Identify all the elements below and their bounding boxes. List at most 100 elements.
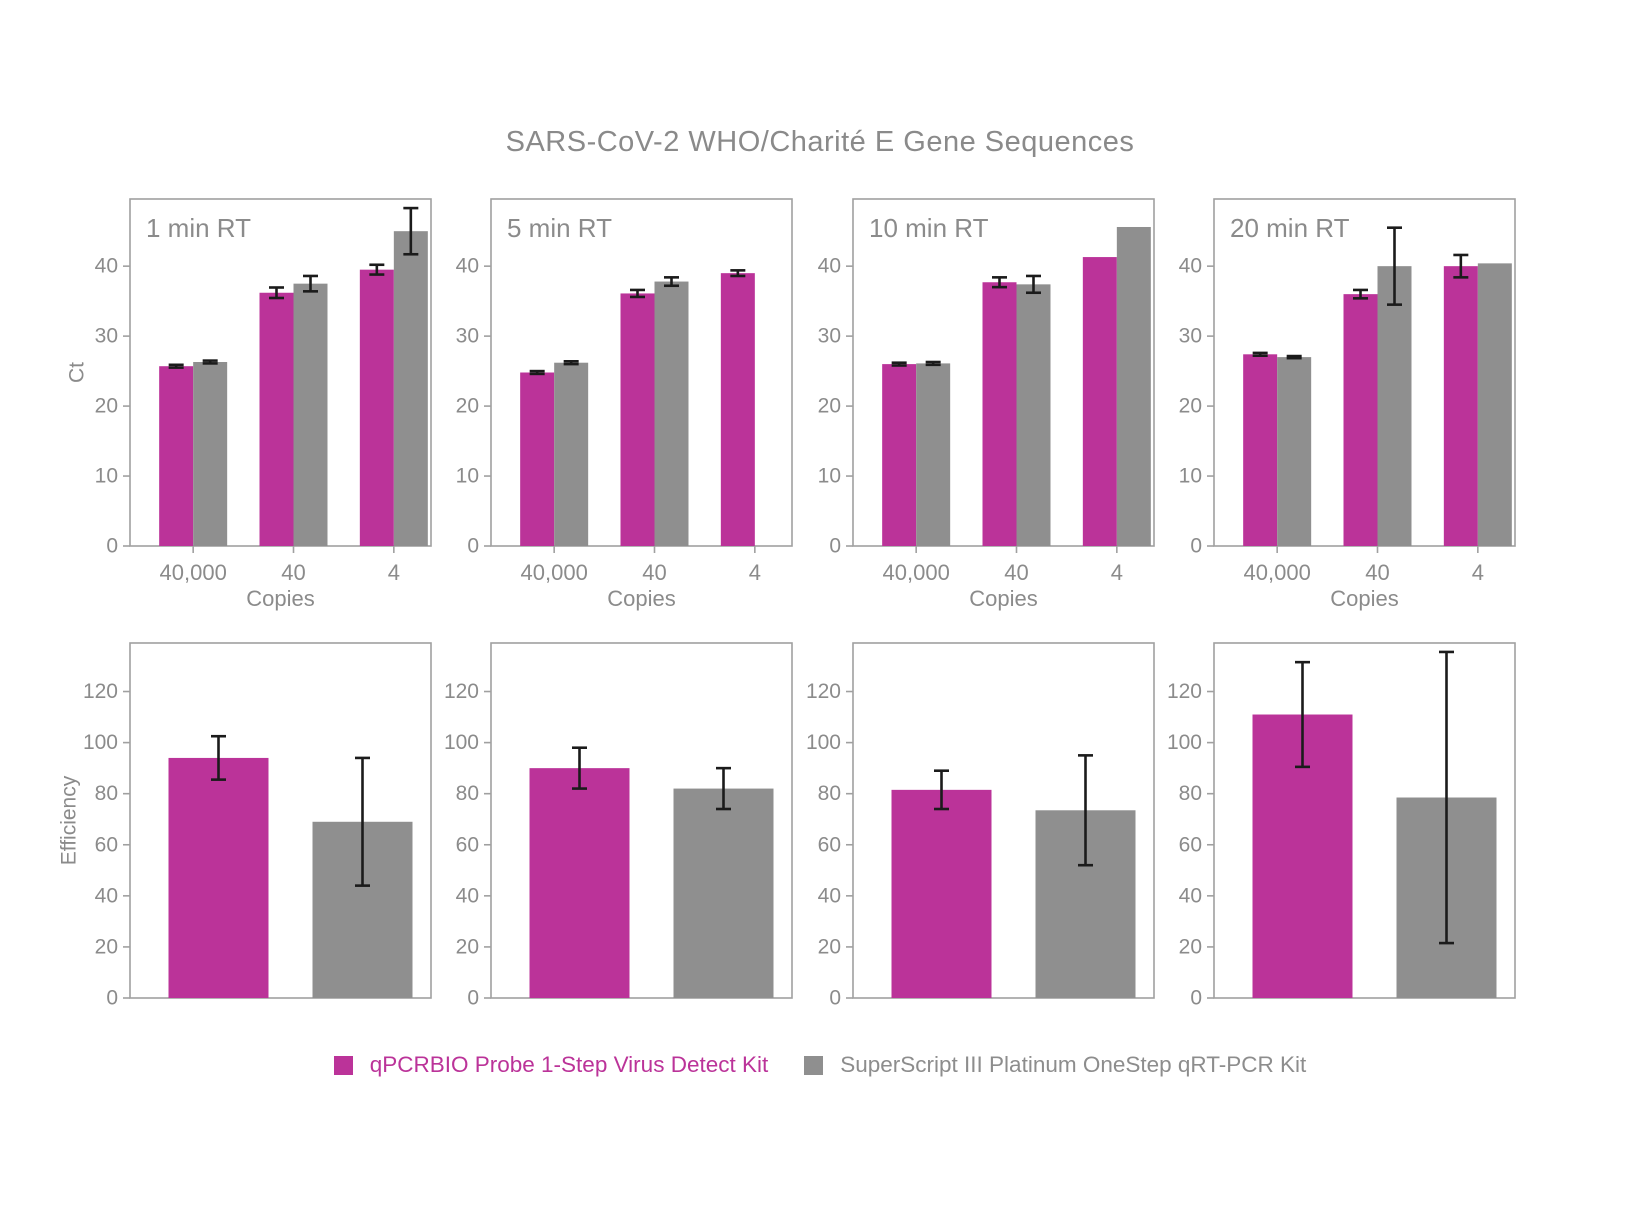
- x-tick-label: 40: [643, 560, 667, 585]
- y-tick-label: 60: [817, 833, 840, 856]
- bar-series1: [891, 789, 992, 998]
- y-tick-label: 80: [456, 782, 479, 805]
- bar-series2-group0: [193, 362, 228, 546]
- efficiency-chart-1-min-rt: 0 20 40 60 80 100 120 Efficiency: [58, 642, 433, 1010]
- bar-series2-group0: [1277, 357, 1312, 546]
- y-tick-label: 60: [1179, 833, 1202, 856]
- ct-chart-5-min-rt: 0 10 20 30 40 5 min RT 40,000 40 4 Copies: [433, 198, 794, 616]
- y-tick-label: 120: [1167, 680, 1202, 703]
- bar-series1-group1: [620, 293, 655, 546]
- ct-chart-10-min-rt: 0 10 20 30 40 10 min RT 40,000 40 4 Copies: [795, 198, 1156, 616]
- y-tick-label: 120: [83, 680, 118, 703]
- y-tick-label: 0: [1191, 535, 1203, 558]
- bar-series1-group0: [881, 364, 916, 546]
- y-tick-label: 100: [806, 731, 841, 754]
- bar-series2-group2: [1116, 226, 1151, 546]
- efficiency-chart-5-min-rt: 0 20 40 60 80 100 120: [433, 642, 794, 1010]
- bar-series2: [673, 788, 774, 998]
- efficiency-chart-10-min-rt-svg: 0 20 40 60 80 100 120: [806, 642, 1155, 1010]
- y-tick-label: 80: [817, 782, 840, 805]
- y-tick-label: 20: [817, 935, 840, 958]
- y-tick-label: 20: [456, 935, 479, 958]
- y-tick-label: 120: [806, 680, 841, 703]
- bar-series2-group1: [293, 283, 328, 546]
- legend-swatch-qpcrbio: [333, 1055, 353, 1075]
- bar-series2-group1: [1377, 266, 1412, 546]
- x-tick-label: 40: [281, 560, 305, 585]
- y-tick-label: 40: [95, 884, 118, 907]
- y-tick-label: 120: [444, 680, 479, 703]
- y-tick-label: 80: [1179, 782, 1202, 805]
- y-tick-label: 30: [1179, 325, 1202, 348]
- x-axis-title: Copies: [246, 586, 314, 611]
- panel-label: 20 min RT: [1230, 213, 1350, 243]
- efficiency-chart-10-min-rt: 0 20 40 60 80 100 120: [795, 642, 1156, 1010]
- y-tick-label: 100: [444, 731, 479, 754]
- y-tick-label: 60: [456, 833, 479, 856]
- x-axis-title: Copies: [1330, 586, 1398, 611]
- y-tick-label: 10: [1179, 465, 1202, 488]
- figure-title: SARS-CoV-2 WHO/Charité E Gene Sequences: [505, 126, 1135, 158]
- y-tick-label: 20: [817, 395, 840, 418]
- y-tick-label: 0: [468, 987, 480, 1010]
- bar-series1-group1: [1343, 294, 1378, 546]
- x-axis-title: Copies: [969, 586, 1037, 611]
- ct-chart-5-min-rt-svg: 0 10 20 30 40 5 min RT 40,000 40 4 Copies: [456, 198, 794, 611]
- y-tick-label: 0: [829, 535, 841, 558]
- panel-label: 5 min RT: [507, 213, 612, 243]
- legend-swatch-superscript: [804, 1055, 824, 1075]
- y-tick-label: 100: [83, 731, 118, 754]
- y-tick-label: 40: [817, 884, 840, 907]
- y-tick-label: 40: [95, 255, 118, 278]
- ct-chart-20-min-rt-svg: 0 10 20 30 40 20 min RT 40,000 40 4 Copies: [1179, 198, 1516, 611]
- y-tick-label: 40: [1179, 255, 1202, 278]
- x-tick-label: 40,000: [521, 560, 588, 585]
- bar-series2-group0: [554, 362, 589, 546]
- y-tick-label: 30: [456, 325, 479, 348]
- y-tick-label: 40: [456, 884, 479, 907]
- plot-frame: [129, 642, 432, 999]
- y-axis-title: Efficiency: [58, 775, 81, 865]
- bar-series1-group0: [520, 372, 555, 546]
- y-tick-label: 0: [106, 987, 118, 1010]
- bar-series1-group2: [721, 273, 756, 546]
- x-tick-label: 40,000: [1244, 560, 1311, 585]
- y-tick-label: 20: [1179, 935, 1202, 958]
- efficiency-chart-1-min-rt-svg: 0 20 40 60 80 100 120 Efficiency: [58, 642, 432, 1010]
- y-tick-label: 10: [817, 465, 840, 488]
- plot-frame: [851, 642, 1155, 999]
- ct-chart-1-min-rt-svg: 0 10 20 30 40 1 min RT Ct 40,000 40 4 Copies: [66, 198, 432, 611]
- bar-series2-group0: [915, 363, 950, 546]
- y-tick-label: 10: [456, 465, 479, 488]
- y-tick-label: 40: [1179, 884, 1202, 907]
- legend-item-superscript: SuperScript III Platinum OneStep qRT-PCR…: [804, 1052, 1306, 1078]
- x-tick-label: 40,000: [160, 560, 227, 585]
- bar-series1-group2: [1082, 257, 1117, 546]
- bar-series2-group1: [654, 281, 689, 546]
- y-tick-label: 0: [468, 535, 480, 558]
- y-tick-label: 0: [829, 987, 841, 1010]
- bar-series1: [529, 768, 630, 998]
- legend: qPCRBIO Probe 1-Step Virus Detect Kit Su…: [0, 1052, 1640, 1078]
- plot-frame: [1213, 642, 1516, 999]
- bar-series2-group2: [1478, 263, 1513, 546]
- y-tick-label: 80: [95, 782, 118, 805]
- panel-label: 10 min RT: [869, 213, 989, 243]
- y-tick-label: 20: [95, 395, 118, 418]
- y-tick-label: 100: [1167, 731, 1202, 754]
- x-tick-label: 4: [749, 560, 761, 585]
- bar-series1-group2: [359, 269, 394, 546]
- x-axis-title: Copies: [608, 586, 676, 611]
- efficiency-chart-20-min-rt-svg: 0 20 40 60 80 100 120: [1167, 642, 1516, 1010]
- x-tick-label: 4: [1472, 560, 1484, 585]
- x-tick-label: 40: [1365, 560, 1389, 585]
- legend-label-qpcrbio: qPCRBIO Probe 1-Step Virus Detect Kit: [369, 1052, 769, 1077]
- x-tick-label: 4: [1111, 560, 1123, 585]
- y-tick-label: 0: [1191, 987, 1203, 1010]
- legend-label-superscript: SuperScript III Platinum OneStep qRT-PCR…: [840, 1052, 1307, 1077]
- y-tick-label: 30: [95, 325, 118, 348]
- bar-series1-group2: [1444, 266, 1479, 546]
- x-tick-label: 40: [1004, 560, 1028, 585]
- efficiency-chart-5-min-rt-svg: 0 20 40 60 80 100 120: [444, 642, 794, 1010]
- bar-series1-group0: [1243, 354, 1278, 546]
